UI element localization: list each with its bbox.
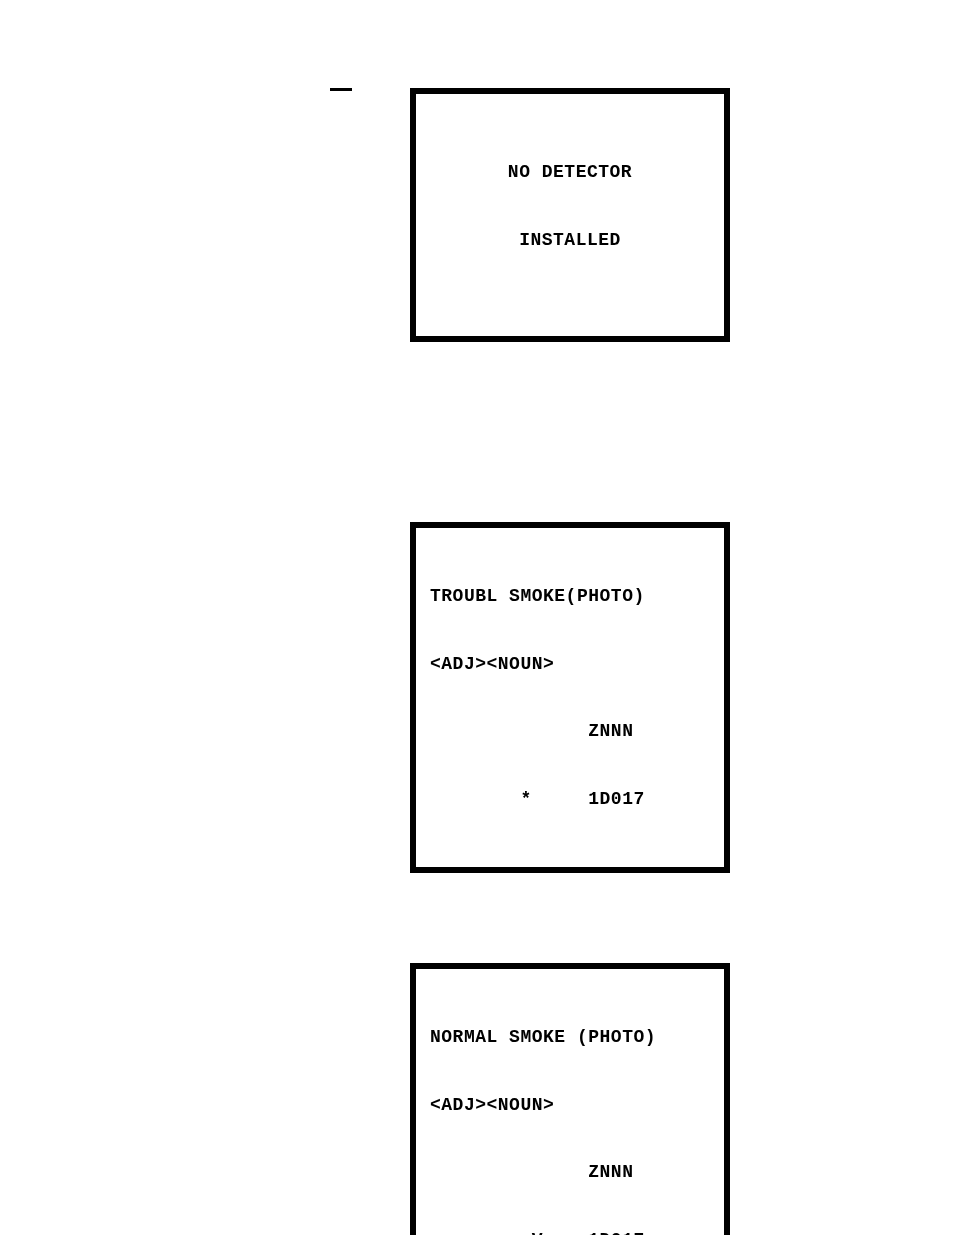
lcd-display-3: NORMAL SMOKE (PHOTO) <ADJ><NOUN> ZNNN V …: [410, 963, 730, 1235]
lcd3-line3: ZNNN: [430, 1161, 710, 1184]
spacer: [330, 873, 844, 963]
lcd2-line3: ZNNN: [430, 720, 710, 743]
lcd3-line1: NORMAL SMOKE (PHOTO): [430, 1026, 710, 1049]
document-page: NO DETECTOR INSTALLED TROUBL SMOKE(PHOTO…: [0, 0, 954, 1235]
lcd-display-1: NO DETECTOR INSTALLED: [410, 88, 730, 342]
lcd-display-2: TROUBL SMOKE(PHOTO) <ADJ><NOUN> ZNNN * 1…: [410, 522, 730, 873]
lcd1-line2: INSTALLED: [430, 229, 710, 252]
lcd3-line4: V 1D017: [430, 1229, 710, 1236]
lcd3-line2: <ADJ><NOUN>: [430, 1094, 710, 1117]
spacer: [330, 342, 844, 522]
dash-mark: [330, 88, 352, 91]
lcd1-line1: NO DETECTOR: [430, 161, 710, 184]
lcd2-line4: * 1D017: [430, 788, 710, 811]
lcd2-line1: TROUBL SMOKE(PHOTO): [430, 585, 710, 608]
lcd2-line2: <ADJ><NOUN>: [430, 653, 710, 676]
